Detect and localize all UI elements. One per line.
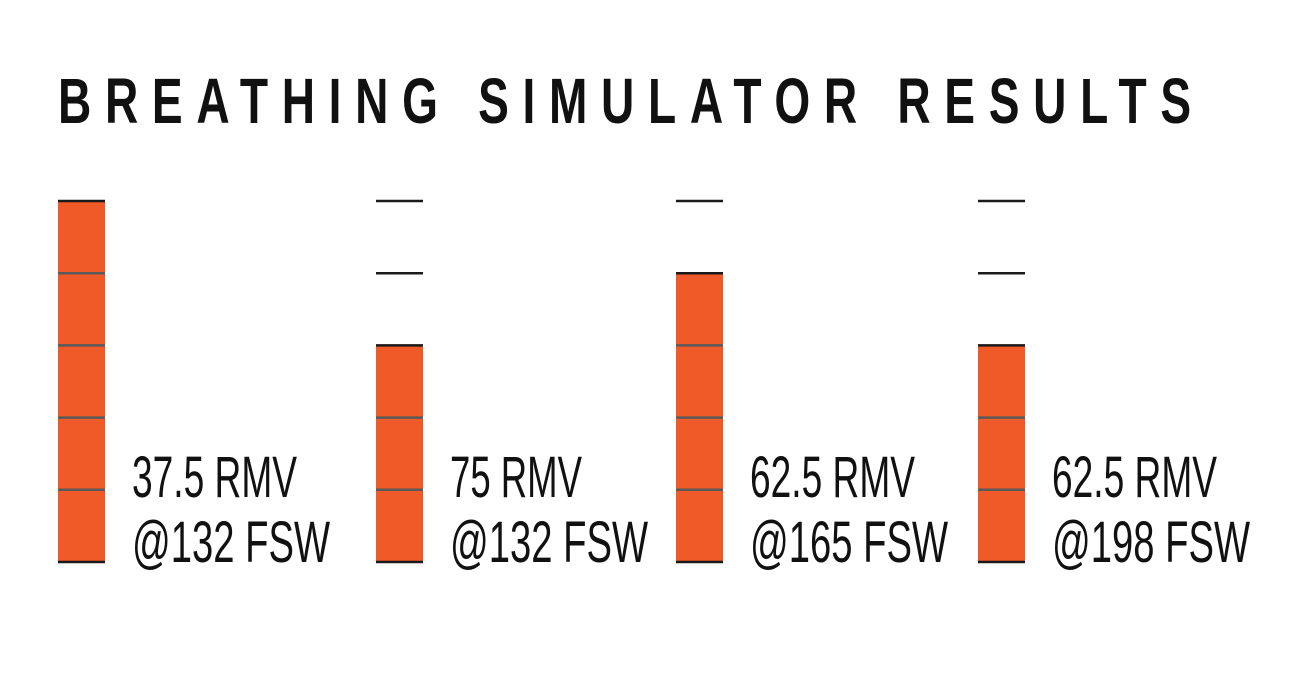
bar-group-3: 62.5 RMV@165 FSW xyxy=(676,199,948,575)
bar-4-label-rmv: 62.5 RMV xyxy=(1052,445,1217,510)
bar-1 xyxy=(58,201,105,562)
bar-1-label-depth: @132 FSW xyxy=(132,510,330,575)
bar-group-2: 75 RMV@132 FSW xyxy=(376,199,648,575)
bar-4 xyxy=(978,345,1025,562)
bar-3-label-depth: @165 FSW xyxy=(750,510,948,575)
bar-group-4: 62.5 RMV@198 FSW xyxy=(978,199,1250,575)
bar-4-label-depth: @198 FSW xyxy=(1052,510,1250,575)
bar-2-label-rmv: 75 RMV xyxy=(450,445,582,510)
bar-2 xyxy=(376,345,423,562)
bar-1-label-rmv: 37.5 RMV xyxy=(132,445,297,510)
bar-group-1: 37.5 RMV@132 FSW xyxy=(58,199,330,575)
bar-3-label-rmv: 62.5 RMV xyxy=(750,445,915,510)
bar-2-label-depth: @132 FSW xyxy=(450,510,648,575)
chart-title: BREATHING SIMULATOR RESULTS xyxy=(58,65,1205,137)
